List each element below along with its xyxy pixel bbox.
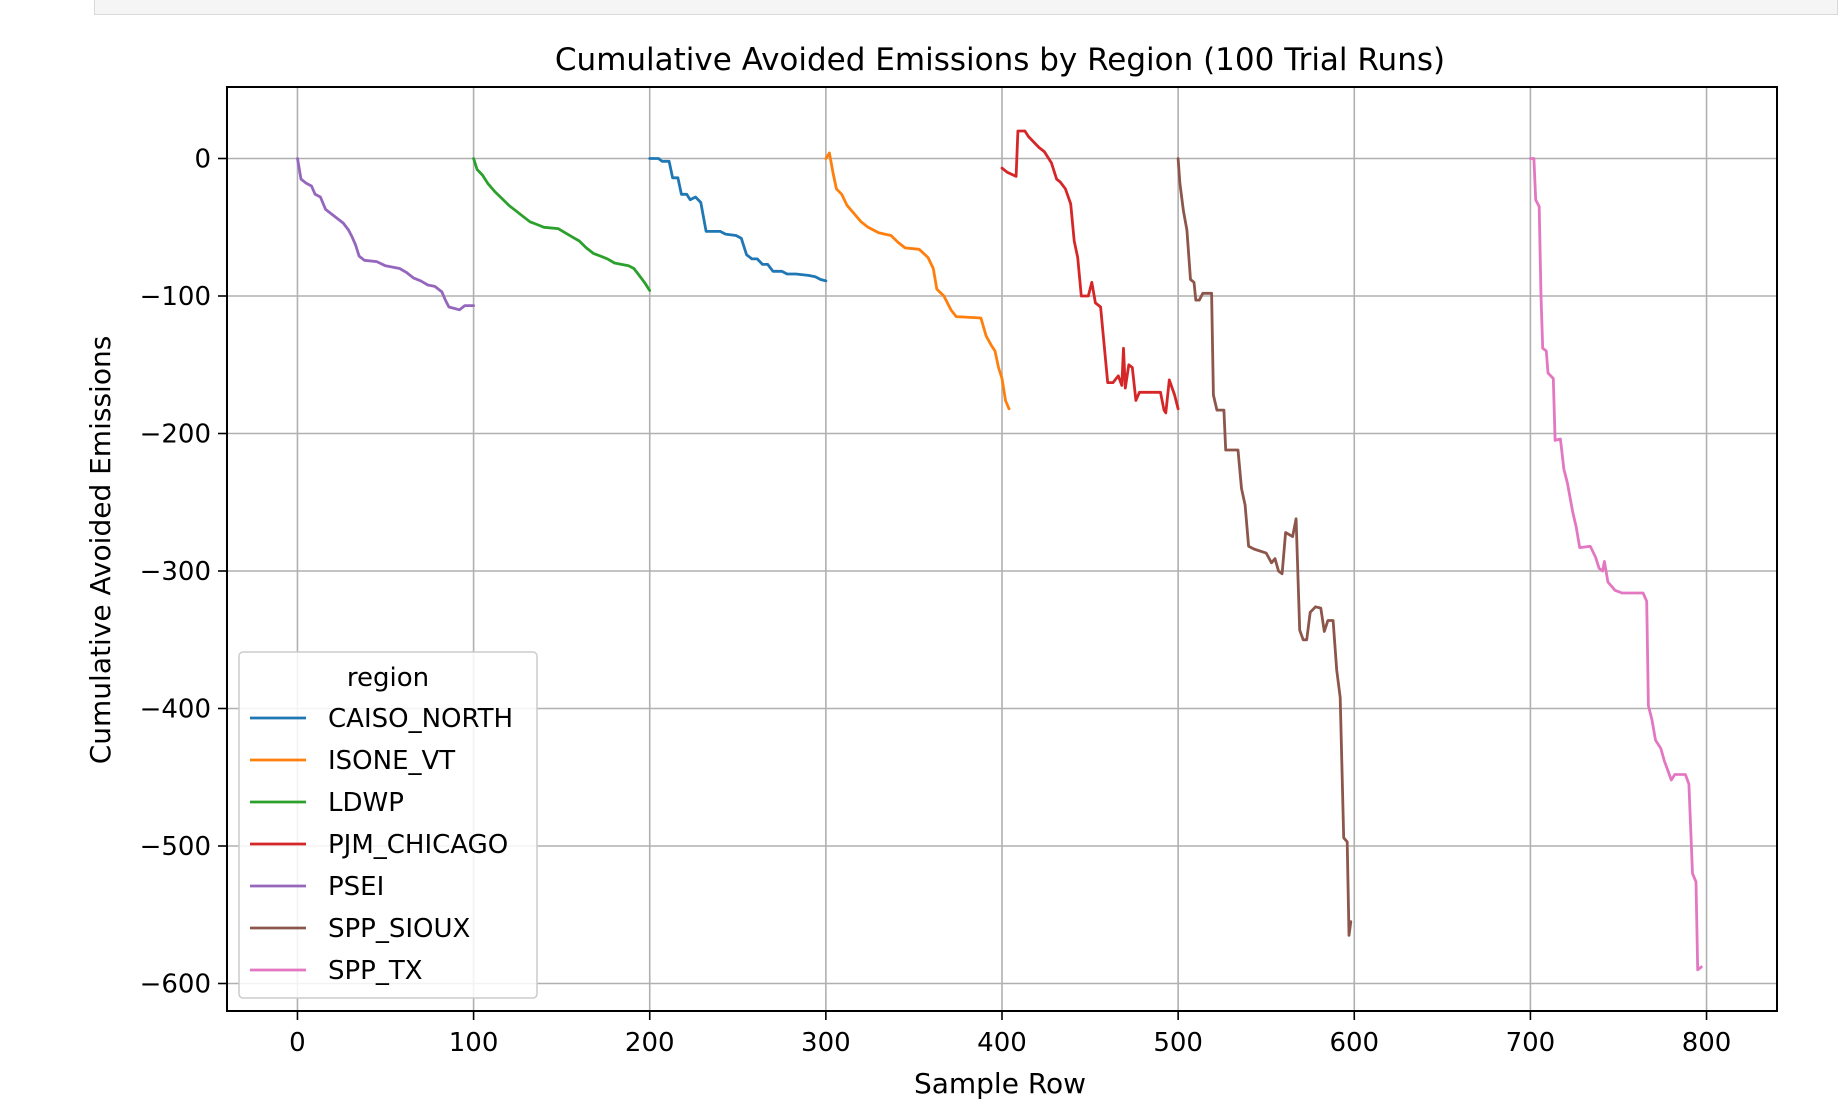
legend-title: region: [347, 663, 429, 693]
x-tick-label: 100: [449, 1028, 499, 1058]
y-axis-label: Cumulative Avoided Emissions: [84, 336, 117, 765]
legend-items: CAISO_NORTH ISONE_VT LDWP PJM_CHICAGO PSEI SP…: [250, 704, 513, 986]
legend-label: LDWP: [328, 788, 404, 818]
y-axis-ticks: 0 −100 −200 −300 −400 −500 −600: [140, 145, 227, 1000]
y-tick-label: −600: [140, 970, 211, 1000]
x-tick-label: 300: [801, 1028, 851, 1058]
y-tick-label: −500: [140, 832, 211, 862]
x-tick-label: 800: [1682, 1028, 1732, 1058]
x-axis-ticks: 0 100 200 300 400 500 600 700 800: [289, 1011, 1731, 1058]
x-axis-label: Sample Row: [914, 1067, 1086, 1100]
x-tick-label: 0: [289, 1028, 306, 1058]
legend-label: SPP_TX: [328, 956, 423, 986]
series-line-pjm-chicago: [1000, 129, 1180, 415]
y-tick-label: 0: [194, 145, 211, 175]
legend-label: PSEI: [328, 872, 384, 902]
series-line-spp-sioux: [1176, 157, 1353, 937]
legend: region CAISO_NORTH ISONE_VT LDWP PJM_CHICAG…: [238, 651, 538, 999]
x-tick-label: 200: [625, 1028, 675, 1058]
x-tick-label: 700: [1506, 1028, 1556, 1058]
y-tick-label: −400: [140, 695, 211, 725]
legend-label: ISONE_VT: [328, 746, 455, 776]
series-line-spp-tx: [1529, 157, 1703, 972]
legend-label: CAISO_NORTH: [328, 704, 513, 734]
series-lines: [296, 129, 1703, 972]
y-tick-label: −200: [140, 420, 211, 450]
series-line-ldwp: [472, 157, 652, 292]
legend-label: PJM_CHICAGO: [328, 830, 508, 860]
series-line-isone-vt: [824, 151, 1011, 411]
y-tick-label: −300: [140, 557, 211, 587]
x-tick-label: 400: [977, 1028, 1027, 1058]
x-tick-label: 600: [1329, 1028, 1379, 1058]
legend-label: SPP_SIOUX: [328, 914, 470, 944]
grid: [227, 87, 1777, 1011]
y-tick-label: −100: [140, 282, 211, 312]
series-line-caiso-north: [648, 157, 828, 283]
x-tick-label: 500: [1153, 1028, 1203, 1058]
series-line-psei: [296, 157, 476, 312]
legend-box: [238, 651, 538, 999]
chart-title: Cumulative Avoided Emissions by Region (…: [555, 42, 1445, 78]
